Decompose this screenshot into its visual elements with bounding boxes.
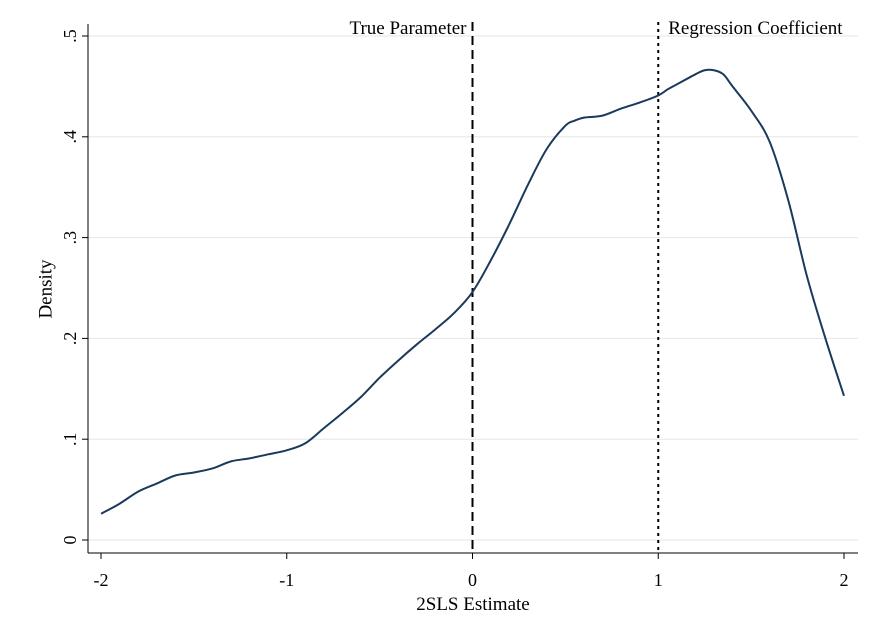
x-tick-label: 1	[654, 570, 663, 590]
y-tick-label: .3	[60, 231, 80, 245]
x-tick-label: -2	[94, 570, 109, 590]
reference-line-label: Regression Coefficient	[668, 18, 843, 39]
y-tick-label: .5	[60, 29, 80, 43]
x-tick-label: 0	[468, 570, 477, 590]
y-tick-label: .1	[60, 432, 80, 446]
y-tick-label: .2	[60, 332, 80, 346]
series-group	[100, 68, 845, 515]
y-tick-label: 0	[60, 536, 80, 545]
reference-line-label: True Parameter	[350, 18, 468, 39]
x-axis-ticks: -2 -1 0 1 2	[94, 553, 849, 590]
density-line	[100, 68, 845, 515]
y-tick-label: .4	[60, 130, 80, 144]
x-axis-title: 2SLS Estimate	[416, 594, 529, 615]
x-tick-label: 2	[840, 570, 849, 590]
reference-lines: True Parameter Regression Coefficient	[350, 18, 843, 553]
y-axis-ticks: 0 .1 .2 .3 .4 .5	[60, 29, 88, 545]
y-axis-title: Density	[36, 259, 57, 319]
x-tick-label: -1	[279, 570, 294, 590]
